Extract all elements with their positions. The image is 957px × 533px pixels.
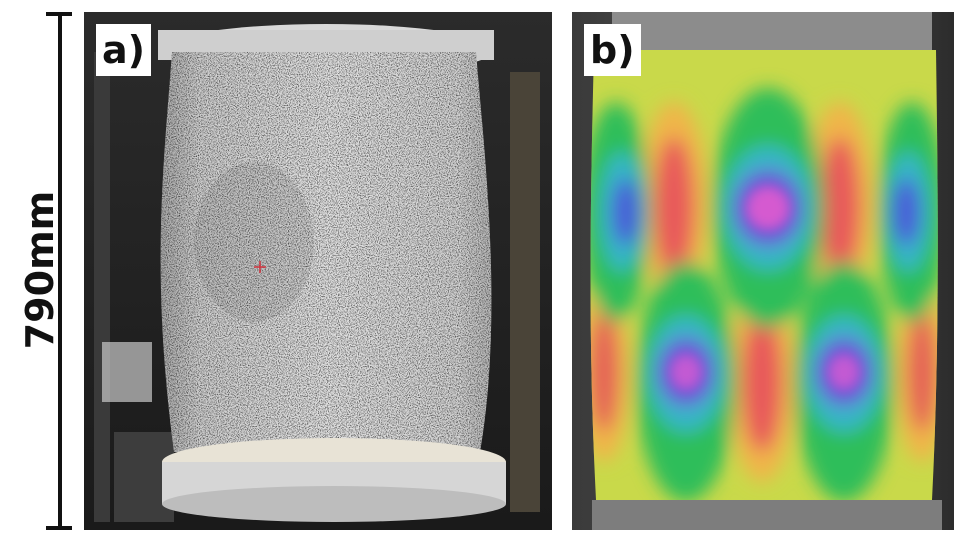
panel-b-field-map: b) — [572, 12, 954, 530]
panel-a-label: a) — [96, 24, 152, 76]
panel-b-label: b) — [584, 24, 641, 76]
cylinder-photo — [84, 12, 552, 530]
scale-bar: 790mm — [0, 0, 80, 533]
scale-bar-line — [58, 12, 62, 530]
cylinder-body — [160, 52, 492, 452]
displacement-field-map — [572, 12, 954, 530]
rig-frame-right — [510, 72, 540, 512]
rig-post-left — [94, 52, 110, 522]
panel-a-photo: a) — [84, 12, 552, 530]
marker-cross — [254, 261, 266, 273]
scale-bar-label: 790mm — [18, 190, 62, 350]
equipment-box — [102, 342, 152, 402]
top-ring — [612, 12, 932, 52]
scale-bar-bottom-tick — [46, 526, 72, 530]
base-plate — [162, 486, 506, 522]
bottom-ring — [592, 500, 942, 530]
color-field — [590, 50, 938, 500]
